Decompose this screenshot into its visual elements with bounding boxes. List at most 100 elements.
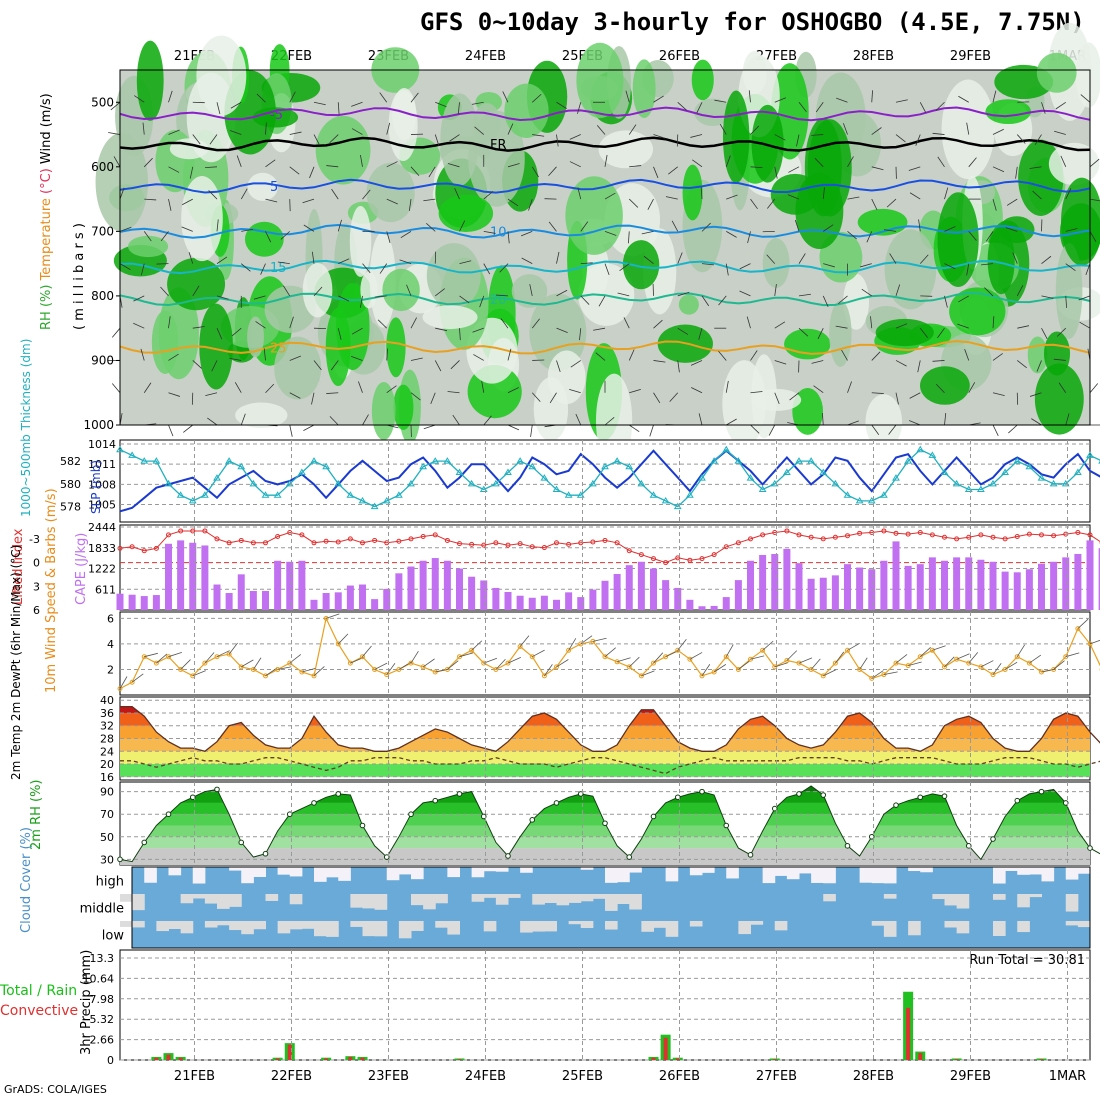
cape-bar bbox=[201, 545, 209, 610]
cloud-gap bbox=[1077, 867, 1091, 874]
wind-barb bbox=[1041, 668, 1056, 673]
wind-barb bbox=[698, 413, 703, 426]
wind-speed-marker bbox=[748, 656, 753, 662]
cloud-gap bbox=[580, 867, 594, 870]
wind-barb bbox=[908, 420, 921, 426]
wind-barb bbox=[653, 652, 664, 664]
rh-marker bbox=[262, 850, 269, 857]
wind-barb bbox=[725, 380, 729, 393]
precip-convective-bar bbox=[324, 1058, 329, 1060]
wind-barb bbox=[472, 327, 484, 333]
wind-barb bbox=[595, 352, 606, 361]
rh-shade-blob bbox=[127, 235, 169, 258]
wind-barb bbox=[289, 91, 296, 103]
cloud-gap bbox=[605, 921, 618, 930]
wind-barb bbox=[653, 166, 659, 179]
wind-barb bbox=[968, 382, 976, 393]
thickness-marker bbox=[1073, 468, 1082, 475]
li-marker bbox=[893, 530, 899, 536]
y-tick-label: 700 bbox=[91, 224, 114, 238]
wind-barb bbox=[919, 254, 929, 264]
precip-convective-bar bbox=[651, 1057, 656, 1060]
wind-barb bbox=[207, 417, 218, 426]
wind-speed-marker bbox=[1039, 669, 1044, 675]
wind-barb bbox=[265, 198, 278, 203]
cloud-gap bbox=[362, 921, 376, 937]
cloud-gap bbox=[532, 894, 545, 905]
wind-barb bbox=[379, 263, 388, 274]
wind-barb bbox=[1036, 360, 1042, 372]
cape-bar bbox=[601, 580, 609, 610]
rh-shade-blob bbox=[987, 226, 1015, 295]
wind-barb bbox=[748, 90, 751, 103]
wind-barb bbox=[374, 295, 387, 298]
wind-barb bbox=[228, 642, 238, 655]
wind-barb bbox=[556, 251, 560, 264]
cloud-gap bbox=[629, 894, 642, 910]
cloud-gap bbox=[132, 894, 145, 911]
wind-barb bbox=[958, 295, 969, 303]
wind-barb bbox=[1041, 102, 1046, 114]
rh-marker bbox=[529, 817, 536, 823]
wind-barb bbox=[629, 165, 642, 168]
wind-barb bbox=[1053, 358, 1066, 361]
thickness-marker bbox=[746, 474, 755, 481]
slp-line bbox=[119, 449, 1100, 513]
wind-barb bbox=[140, 348, 145, 361]
rh-marker bbox=[553, 800, 560, 806]
wind-barb bbox=[338, 258, 350, 265]
cape-bar bbox=[807, 578, 815, 610]
cloud-row-label: middle bbox=[80, 902, 124, 917]
cape-bar bbox=[1074, 553, 1082, 610]
wind-barb bbox=[700, 187, 703, 200]
wind-barb bbox=[507, 163, 520, 168]
cloud-gap bbox=[702, 867, 715, 873]
thickness-marker bbox=[989, 479, 997, 487]
rh-marker bbox=[311, 800, 317, 806]
wind-speed-marker bbox=[857, 666, 863, 672]
cape-bar bbox=[989, 561, 997, 610]
wind-barb bbox=[548, 221, 557, 232]
wind-barb bbox=[823, 224, 834, 232]
cape-bar bbox=[698, 606, 706, 610]
thickness-marker bbox=[1049, 479, 1058, 487]
thickness-marker bbox=[200, 491, 209, 498]
cloud-gap bbox=[168, 867, 182, 876]
wind-barb bbox=[798, 253, 806, 264]
wind-barb bbox=[847, 642, 860, 651]
li-marker bbox=[541, 545, 547, 551]
wind-barb bbox=[838, 295, 848, 304]
wind-barb bbox=[211, 360, 218, 372]
cloud-gap bbox=[944, 894, 958, 906]
li-marker bbox=[626, 548, 632, 554]
rh-marker bbox=[359, 822, 366, 829]
date-label-top: 28FEB bbox=[853, 49, 894, 64]
cloud-gap bbox=[168, 921, 182, 930]
rh-shade-blob bbox=[438, 194, 494, 233]
cape-bar bbox=[468, 576, 476, 610]
rh-shade-blob bbox=[196, 35, 247, 116]
wind-barb bbox=[917, 360, 921, 373]
wind-speed-marker bbox=[808, 666, 814, 672]
date-label-bottom: 29FEB bbox=[950, 1069, 991, 1084]
wind-barb bbox=[1065, 295, 1067, 308]
wind-barb bbox=[309, 166, 315, 179]
cape-bar bbox=[1086, 540, 1094, 610]
wind-barb bbox=[1005, 227, 1018, 232]
rh-marker bbox=[141, 839, 148, 846]
cape-bar bbox=[540, 595, 548, 610]
cape-bar bbox=[819, 577, 827, 610]
li-marker bbox=[711, 552, 717, 558]
cloud-gap bbox=[398, 921, 412, 939]
thickness-marker bbox=[710, 457, 719, 464]
cape-bar bbox=[504, 592, 512, 610]
ylabel-part: (°C) bbox=[39, 164, 54, 194]
cape-bar bbox=[322, 593, 330, 610]
wind-barb bbox=[230, 101, 242, 109]
wind-barb bbox=[544, 664, 553, 677]
thickness-marker bbox=[649, 491, 658, 498]
wind-barb bbox=[143, 231, 152, 242]
wind-barb bbox=[337, 328, 342, 340]
wind-barb bbox=[794, 219, 800, 232]
